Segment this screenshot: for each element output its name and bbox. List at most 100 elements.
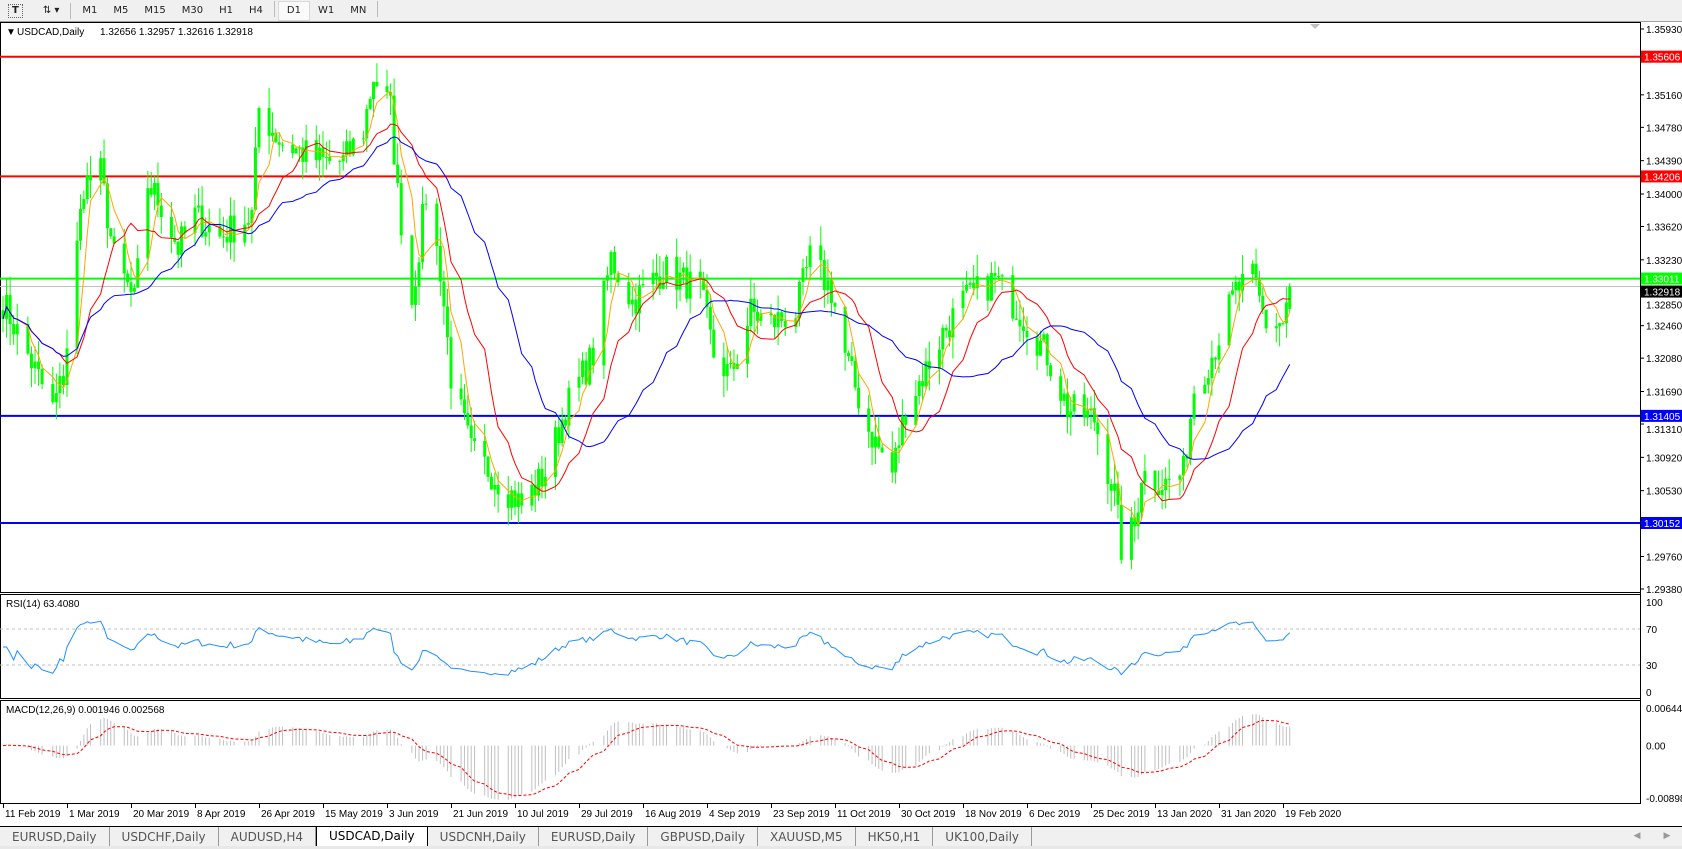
chart-tab[interactable]: EURUSD,Daily [0,826,110,847]
candle [581,360,585,377]
candle [1164,478,1168,491]
candle [1157,490,1161,496]
candle [365,108,369,139]
candle [1140,482,1144,513]
period-m1-button[interactable]: M1 [82,5,98,16]
candle [630,299,634,305]
candle [351,138,355,155]
candle [469,425,473,439]
text-tool-icon[interactable]: T [8,3,23,18]
period-w1-button[interactable]: W1 [317,5,335,16]
candle [516,493,520,508]
tab-scroll[interactable]: ◀ ▶ [1622,826,1682,846]
candle [927,361,931,370]
candle [221,236,225,238]
candle [1089,408,1093,411]
chart-tab[interactable]: USDCAD,Daily [316,826,428,847]
chart-tab[interactable]: HK50,H1 [856,826,934,847]
x-tick-label: 25 Dec 2019 [1093,809,1150,820]
candle [442,281,446,307]
candle [250,209,254,224]
candle [1261,295,1265,310]
chart-tab[interactable]: GBPUSD,Daily [648,826,758,847]
candle [1011,275,1015,319]
candle [997,276,1001,278]
period-d1-button[interactable]: D1 [277,0,310,21]
x-tick-label: 3 Jun 2019 [389,809,439,820]
rsi-line [3,620,1291,676]
chart-tab[interactable]: UK100,Daily [933,826,1033,847]
candle [513,490,517,508]
candle [965,285,969,291]
y-tick-label: 1.32460 [1646,322,1682,333]
candle [924,361,928,387]
period-m15-button[interactable]: M15 [144,5,166,16]
candle [1035,337,1039,356]
candle [392,95,396,165]
candle [496,484,500,495]
scroll-left-icon[interactable]: ◀ [1633,831,1641,841]
chart-area[interactable]: 11 Feb 2019 1 Mar 2019 20 Mar 2019 8 Apr 20… [0,22,1682,825]
candle [435,203,439,246]
period-mn-button[interactable]: MN [350,5,367,16]
chart-tab[interactable]: USDCNH,Daily [428,826,539,847]
candle [445,306,449,338]
chart-tab[interactable]: AUDUSD,H4 [219,826,317,847]
candle [204,232,208,237]
candle [26,324,30,354]
period-switch-icon[interactable]: ⇅ ▾ [42,5,60,16]
candle [1284,302,1288,324]
chart-tab[interactable]: XAUUSD,M5 [758,826,856,847]
candle [153,182,157,195]
candle [1192,393,1196,419]
candle [200,205,204,237]
y-tick-label: 1.32850 [1646,301,1682,312]
candle [183,226,187,233]
candle [1082,394,1086,418]
candle [277,142,281,145]
candle [159,205,163,218]
chart-tab[interactable]: EURUSD,Daily [539,826,649,847]
candle [773,315,777,328]
chart-tab[interactable]: USDCHF,Daily [110,826,219,847]
candle [197,205,201,208]
candle [989,273,993,301]
candle [489,476,493,490]
candle [65,348,69,385]
x-tick-label: 11 Feb 2019 [5,809,61,820]
x-tick-label: 16 Aug 2019 [645,809,702,820]
candle [1227,294,1231,346]
candle [725,364,729,377]
candle [321,147,325,157]
toolbar-divider [70,2,72,19]
y-tick-label: 1.29760 [1646,553,1682,564]
candle [705,289,709,308]
hline-price-label: 1.33011 [1644,275,1680,286]
candle [651,272,655,285]
period-m5-button[interactable]: M5 [113,5,129,16]
y-tick-label: 1.31690 [1646,388,1682,399]
candle [1018,319,1022,327]
candle [89,175,93,181]
candle [424,203,428,205]
candle [1086,410,1090,418]
candle [944,327,948,331]
candle [801,268,805,282]
x-tick-label: 21 Jun 2019 [453,809,508,820]
candle [641,284,645,286]
scroll-right-icon[interactable]: ▶ [1663,831,1671,841]
candle [324,156,328,158]
candle [937,349,941,370]
period-h1-button[interactable]: H1 [219,5,234,16]
shift-marker-icon[interactable] [1310,24,1320,29]
candle [675,256,679,290]
candle [678,272,682,290]
candle [681,267,685,273]
period-m30-button[interactable]: M30 [181,5,204,16]
collapse-arrow-icon[interactable]: ▼ [6,27,16,38]
candle [735,363,739,369]
period-h4-button[interactable]: H4 [249,5,263,16]
macd-signal-line [2,719,1290,797]
candle [819,245,823,261]
candle [914,395,918,425]
